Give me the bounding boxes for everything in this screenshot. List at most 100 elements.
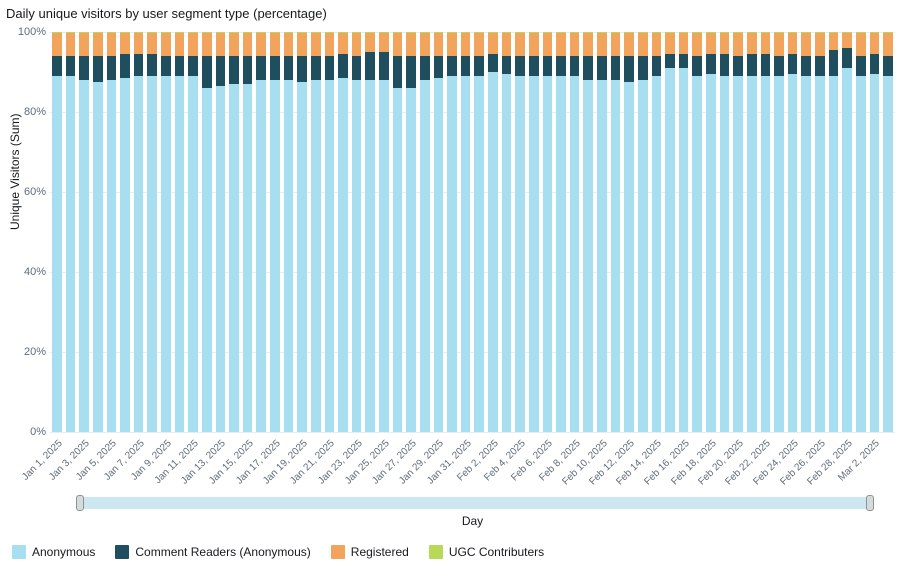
bar[interactable]: Feb 10, 2025 bbox=[597, 32, 607, 432]
bar-segment-anonymous bbox=[665, 68, 675, 432]
bar-segment-registered bbox=[515, 33, 525, 56]
bar-segment-comment_readers bbox=[706, 54, 716, 74]
bar-segment-anonymous bbox=[529, 76, 539, 432]
bar[interactable] bbox=[502, 32, 512, 432]
bar[interactable] bbox=[883, 32, 893, 432]
bar-segment-anonymous bbox=[515, 76, 525, 432]
legend-item[interactable]: Comment Readers (Anonymous) bbox=[115, 545, 310, 559]
legend: Anonymous Comment Readers (Anonymous) Regi… bbox=[12, 545, 544, 559]
bar[interactable] bbox=[529, 32, 539, 432]
bar[interactable] bbox=[175, 32, 185, 432]
bar-segment-comment_readers bbox=[665, 54, 675, 68]
legend-item[interactable]: Registered bbox=[331, 545, 409, 559]
x-zoom-scrollbar[interactable] bbox=[80, 497, 870, 509]
bar[interactable] bbox=[120, 32, 130, 432]
bar[interactable] bbox=[474, 32, 484, 432]
bar[interactable]: Jan 27, 2025 bbox=[406, 32, 416, 432]
bar[interactable] bbox=[66, 32, 76, 432]
bar[interactable]: Jan 29, 2025 bbox=[434, 32, 444, 432]
bar[interactable] bbox=[420, 32, 430, 432]
bar[interactable]: Jan 13, 2025 bbox=[216, 32, 226, 432]
bar[interactable]: Jan 31, 2025 bbox=[461, 32, 471, 432]
bar-segment-registered bbox=[788, 33, 798, 54]
bar-segment-registered bbox=[243, 33, 253, 56]
bar[interactable] bbox=[720, 32, 730, 432]
bar[interactable]: Feb 24, 2025 bbox=[788, 32, 798, 432]
bar[interactable] bbox=[801, 32, 811, 432]
bar[interactable]: Feb 4, 2025 bbox=[515, 32, 525, 432]
bar[interactable] bbox=[611, 32, 621, 432]
bar[interactable] bbox=[338, 32, 348, 432]
bar[interactable] bbox=[774, 32, 784, 432]
bar-segment-anonymous bbox=[420, 80, 430, 432]
bar[interactable]: Feb 22, 2025 bbox=[761, 32, 771, 432]
bar-segment-comment_readers bbox=[829, 50, 839, 76]
bar-segment-registered bbox=[597, 33, 607, 56]
bar[interactable]: Jan 25, 2025 bbox=[379, 32, 389, 432]
bar-segment-registered bbox=[747, 33, 757, 54]
bar[interactable]: Jan 15, 2025 bbox=[243, 32, 253, 432]
bar-segment-comment_readers bbox=[856, 56, 866, 76]
bar[interactable]: Jan 1, 2025 bbox=[52, 32, 62, 432]
bar[interactable]: Feb 2, 2025 bbox=[488, 32, 498, 432]
bar[interactable] bbox=[638, 32, 648, 432]
bar[interactable] bbox=[829, 32, 839, 432]
legend-item[interactable]: Anonymous bbox=[12, 545, 95, 559]
bar[interactable]: Jan 19, 2025 bbox=[297, 32, 307, 432]
bar[interactable] bbox=[447, 32, 457, 432]
bar[interactable]: Feb 8, 2025 bbox=[570, 32, 580, 432]
bar-segment-comment_readers bbox=[624, 56, 634, 82]
bar[interactable] bbox=[665, 32, 675, 432]
bar[interactable]: Jan 11, 2025 bbox=[188, 32, 198, 432]
scrollbar-handle-left[interactable] bbox=[76, 495, 84, 511]
bar-segment-registered bbox=[161, 33, 171, 56]
bar[interactable]: Jan 23, 2025 bbox=[352, 32, 362, 432]
bar[interactable] bbox=[365, 32, 375, 432]
bar[interactable]: Jan 17, 2025 bbox=[270, 32, 280, 432]
bar[interactable]: Feb 20, 2025 bbox=[733, 32, 743, 432]
bar[interactable]: Feb 6, 2025 bbox=[543, 32, 553, 432]
bar[interactable]: Jan 21, 2025 bbox=[325, 32, 335, 432]
bar[interactable]: Mar 2, 2025 bbox=[870, 32, 880, 432]
bar[interactable] bbox=[229, 32, 239, 432]
bar[interactable] bbox=[93, 32, 103, 432]
bar-segment-anonymous bbox=[870, 74, 880, 432]
bar-segment-registered bbox=[692, 33, 702, 56]
bar[interactable] bbox=[393, 32, 403, 432]
bar[interactable] bbox=[284, 32, 294, 432]
bar-segment-registered bbox=[543, 33, 553, 56]
bar[interactable] bbox=[256, 32, 266, 432]
legend-item[interactable]: UGC Contributers bbox=[429, 545, 544, 559]
bar[interactable]: Feb 14, 2025 bbox=[652, 32, 662, 432]
bar-segment-comment_readers bbox=[120, 54, 130, 78]
bar-segment-registered bbox=[624, 33, 634, 56]
bar-segment-comment_readers bbox=[543, 56, 553, 76]
bar[interactable]: Feb 18, 2025 bbox=[706, 32, 716, 432]
bar[interactable] bbox=[147, 32, 157, 432]
bar[interactable]: Feb 28, 2025 bbox=[842, 32, 852, 432]
bar[interactable]: Jan 5, 2025 bbox=[107, 32, 117, 432]
bar[interactable] bbox=[583, 32, 593, 432]
bar-segment-anonymous bbox=[692, 76, 702, 432]
bar-segment-comment_readers bbox=[365, 52, 375, 80]
scrollbar-handle-right[interactable] bbox=[866, 495, 874, 511]
bar-segment-registered bbox=[270, 33, 280, 56]
bar[interactable] bbox=[856, 32, 866, 432]
bar-segment-anonymous bbox=[583, 80, 593, 432]
bar[interactable]: Jan 9, 2025 bbox=[161, 32, 171, 432]
bar-segment-comment_readers bbox=[515, 56, 525, 76]
bar[interactable] bbox=[202, 32, 212, 432]
bar[interactable] bbox=[747, 32, 757, 432]
bar[interactable]: Feb 26, 2025 bbox=[815, 32, 825, 432]
bar[interactable] bbox=[556, 32, 566, 432]
bar[interactable]: Feb 12, 2025 bbox=[624, 32, 634, 432]
bar[interactable]: Feb 16, 2025 bbox=[679, 32, 689, 432]
bar[interactable] bbox=[311, 32, 321, 432]
bar[interactable]: Jan 3, 2025 bbox=[79, 32, 89, 432]
bar-segment-comment_readers bbox=[611, 56, 621, 80]
bar[interactable] bbox=[692, 32, 702, 432]
bar-segment-comment_readers bbox=[107, 56, 117, 80]
bar-segment-comment_readers bbox=[379, 52, 389, 80]
bar-segment-comment_readers bbox=[270, 56, 280, 80]
bar[interactable]: Jan 7, 2025 bbox=[134, 32, 144, 432]
